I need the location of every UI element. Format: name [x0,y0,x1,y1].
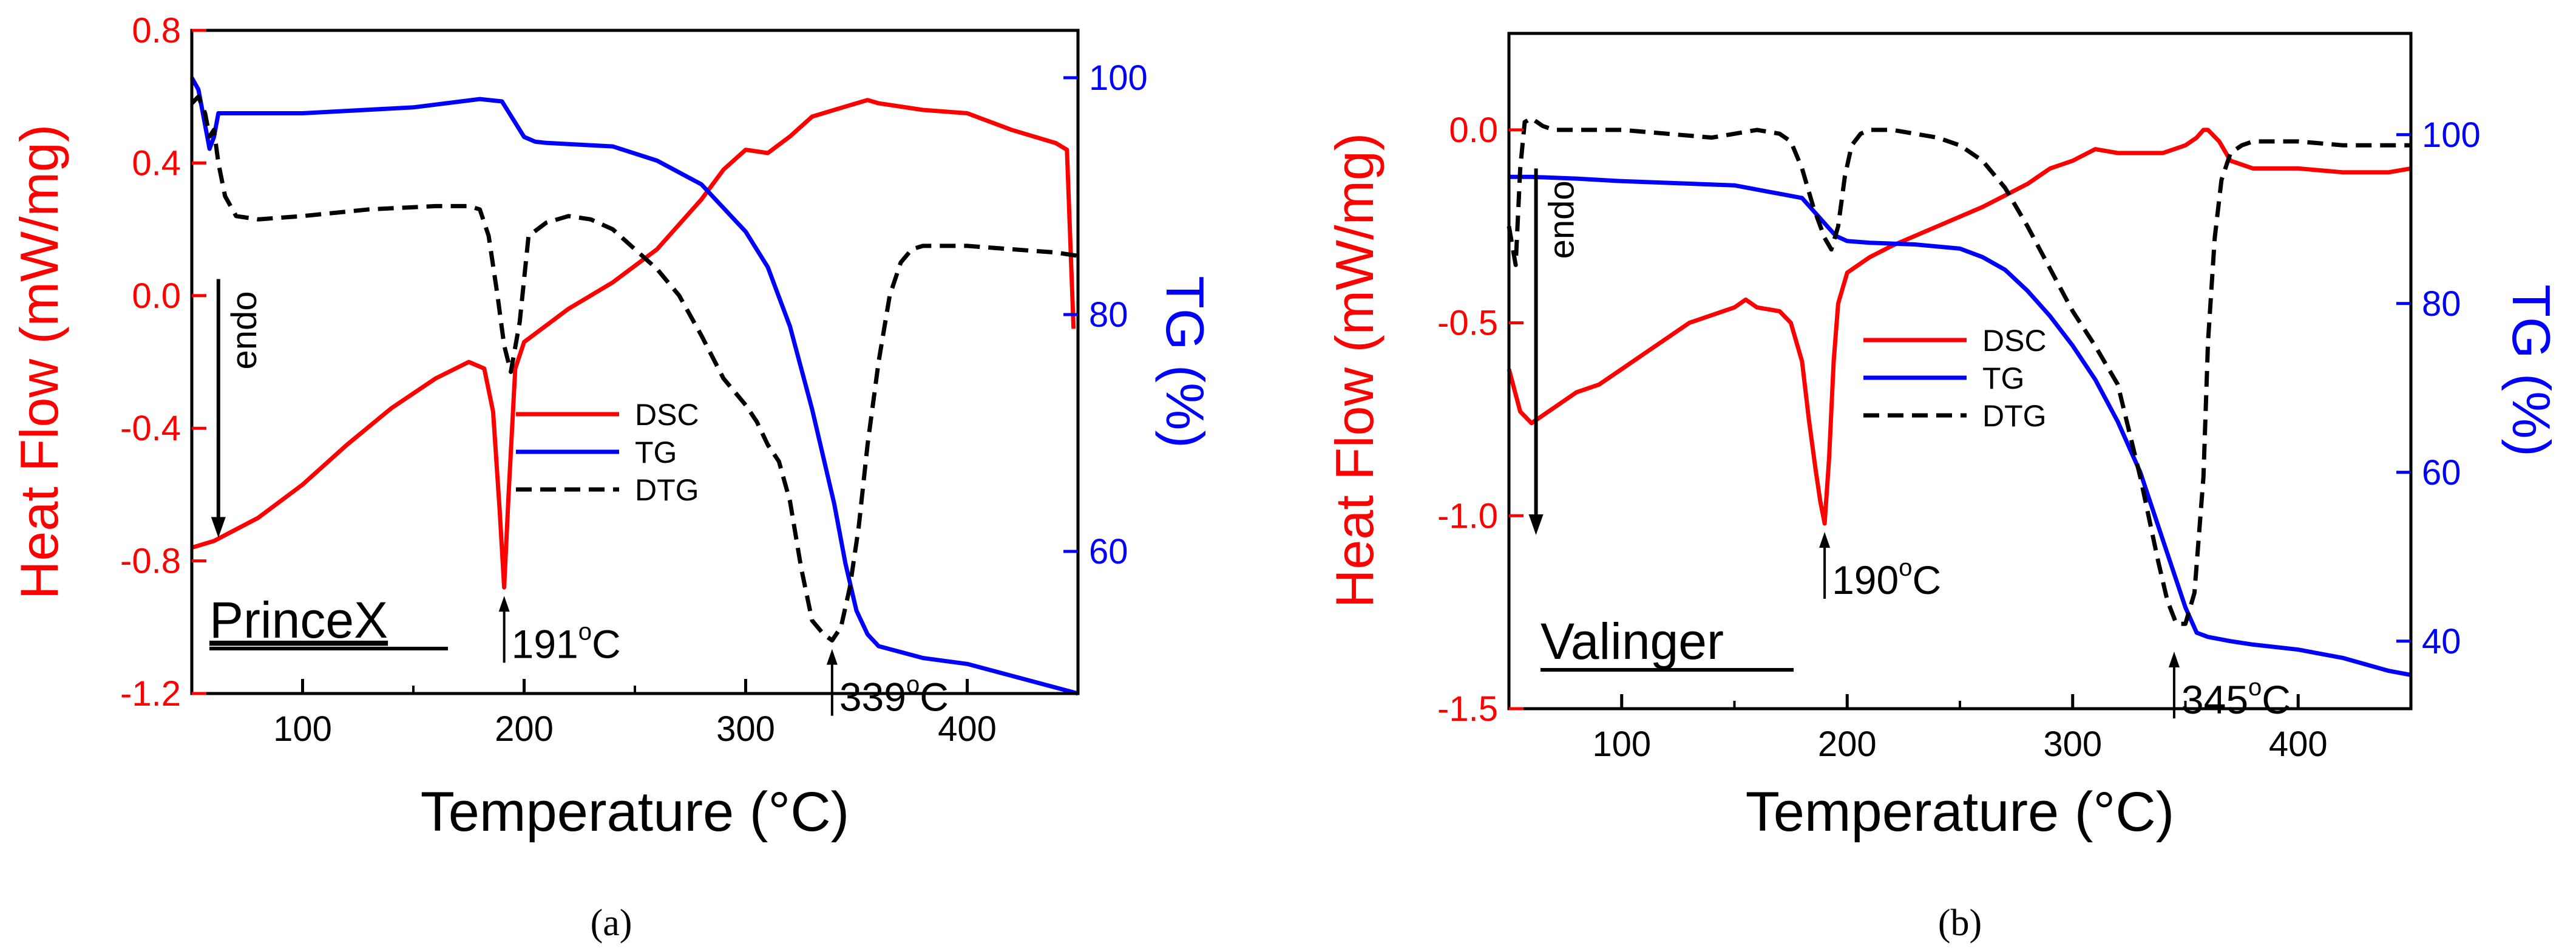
panel-b-y-left-tick-label: -1.0 [1437,496,1498,536]
panel-b-y-left-tick-label: 0.0 [1449,111,1498,150]
panel-b-dtg-line [1507,116,2411,626]
panel-b-plot-frame [1507,32,2413,711]
panel-b-y-left-tick-label: -0.5 [1437,304,1498,343]
panel-a-peak-label: 191oC [512,618,621,666]
panel-b-y-left-tick-label: -1.5 [1437,689,1498,729]
panel-a-x-tick-label: 400 [938,709,997,749]
panel-a-y-right-tick-label: 100 [1089,58,1148,98]
panel-b-ylabel-left: Heat Flow (mW/mg) [1324,133,1385,608]
panel-b-caption: (b) [1938,902,1982,944]
panel-a-y-left-tick-label: 0.4 [132,143,181,183]
panel-a-y-left-tick-label: -0.4 [120,409,181,448]
panel-b-peak-label: 345oC [2181,674,2291,722]
panel-b-legend-label-dsc: DSC [1982,324,2047,358]
panel-b-sample-label: Valinger [1541,613,1724,670]
panel-a-caption: (a) [591,902,632,944]
panel-b-peak-arrow-head [1819,531,1831,548]
panel-b-chart: 100 200 300 400 -1.5 -1.0 -0.5 0.0 40 60 80 100 Hea… [1324,32,2561,944]
panel-a-peak-arrow-head [826,649,838,665]
panel-a-y-left-tick-label: 0.0 [132,276,181,316]
panel-a-series [189,77,1079,696]
panel-a-x-tick-label: 100 [273,709,332,749]
panel-a-ylabel-right: TG (%) [1155,276,1215,448]
panel-b-x-tick-label: 100 [1592,724,1651,764]
panel-a-chart: 100 200 300 400-1.2-0.8-0.40.00.40.86080100… [9,11,1215,944]
panel-a-y-left-tick-label: -0.8 [120,542,181,581]
panel-b-ylabel-right: TG (%) [2501,284,2561,457]
panel-b-x-tick-label: 200 [1818,724,1877,764]
panel-a-ylabel-left: Heat Flow (mW/mg) [9,124,69,599]
panel-a-sample-label: PrinceX [209,591,388,649]
panel-b-endo-label: endo [1542,180,1582,259]
panel-b-x-tick-label: 300 [2043,724,2102,764]
panel-a-y-right-tick-label: 80 [1089,295,1128,335]
panel-b-y-right-tick-label: 80 [2422,284,2461,324]
panel-b-legend-label-tg: TG [1982,361,2024,395]
panel-a-peak-label: 339oC [839,672,949,720]
panel-a-tg-line [189,77,1079,696]
panel-a-y-right-tick-label: 60 [1089,532,1128,571]
panel-a-dsc-line [191,98,1076,590]
panel-a-peak-annotations: 191oC 339oC [498,596,949,720]
panel-b-x-tick-label: 400 [2269,724,2328,764]
panel-b-ticks: 100 200 300 400 -1.5 -1.0 -0.5 0.0 40 60 80 100 [1437,111,2481,764]
panel-a-endo-label: endo [225,291,264,370]
panel-a-endo-arrow-head [211,517,226,538]
panel-b-peak-annotations: 190oC 345oC [1819,531,2291,722]
panel-a-peak-arrow-head [498,596,510,612]
panel-a-x-tick-label: 200 [495,709,554,749]
panel-b-tg-line [1509,174,2412,677]
panel-b-peak-arrow-head [2168,651,2180,667]
panel-a-y-left-tick-label: 0.8 [132,11,181,50]
panel-b-xlabel: Temperature (°C) [1746,781,2175,843]
panel-b-y-right-tick-label: 40 [2422,622,2461,661]
panel-b-y-right-tick-label: 60 [2422,453,2461,493]
panel-a-dtg-line [190,94,1079,643]
panel-b-legend-label-dtg: DTG [1982,399,2047,433]
panel-b-dsc-line [1507,128,2412,526]
panel-b-endo-indicator: endo [1528,168,1582,536]
panel-b-y-right-tick-label: 100 [2422,115,2481,155]
panel-a-x-tick-label: 300 [716,709,775,749]
panel-b-endo-arrow-head [1528,514,1544,536]
panel-a-ticks: 100 200 300 400 -1.2 -0.8 -0.4 0.0 0.4 0.8 60 80 100 [120,11,1148,749]
panel-a-legend-label-tg: TG [635,435,677,469]
panel-a-endo-indicator: endo [211,279,264,538]
panel-a-legend-label-dtg: DTG [635,473,699,507]
panel-a-xlabel: Temperature (°C) [421,781,850,843]
panel-b-series [1507,116,2412,677]
panel-b-peak-label: 190oC [1832,554,1941,602]
panel-a-legend-label-dsc: DSC [635,398,699,432]
panel-a-y-left-tick-label: -1.2 [120,674,181,714]
